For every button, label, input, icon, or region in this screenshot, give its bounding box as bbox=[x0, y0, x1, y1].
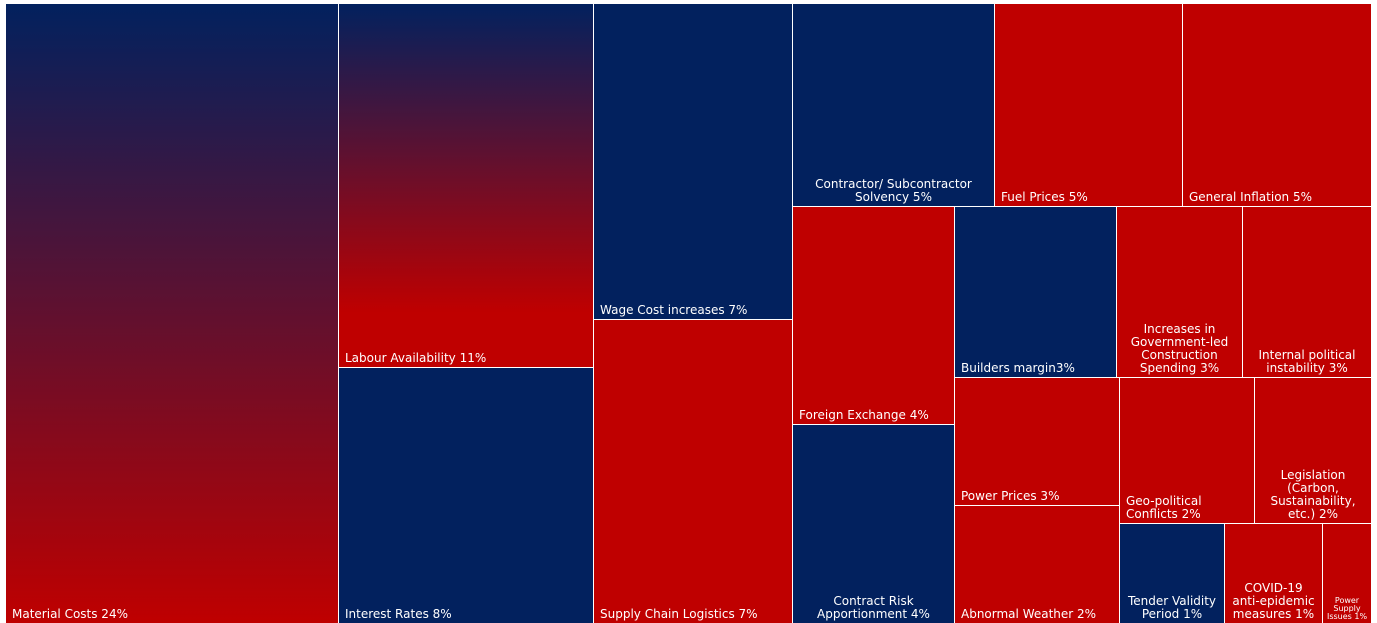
treemap-label-legislation: Legislation (Carbon, Sustainability, etc… bbox=[1255, 469, 1371, 521]
treemap-tile-supply-chain-logistics: Supply Chain Logistics 7% bbox=[594, 320, 792, 623]
treemap-tile-internal-political: Internal political instability 3% bbox=[1243, 207, 1371, 377]
treemap-label-tender-validity: Tender Validity Period 1% bbox=[1120, 595, 1224, 621]
treemap-label-power-supply: Power Supply Issues 1% bbox=[1323, 597, 1371, 621]
treemap-tile-legislation: Legislation (Carbon, Sustainability, etc… bbox=[1255, 378, 1371, 523]
treemap-tile-government-spending: Increases in Government-led Construction… bbox=[1117, 207, 1242, 377]
treemap-label-interest-rates: Interest Rates 8% bbox=[345, 608, 452, 621]
treemap-label-foreign-exchange: Foreign Exchange 4% bbox=[799, 409, 929, 422]
treemap-tile-covid-19: COVID-19 anti-epidemic measures 1% bbox=[1225, 524, 1322, 623]
treemap-label-fuel-prices: Fuel Prices 5% bbox=[1001, 191, 1088, 204]
treemap-tile-labour-availability: Labour Availability 11% bbox=[339, 4, 593, 367]
treemap-label-internal-political: Internal political instability 3% bbox=[1243, 349, 1371, 375]
treemap-tile-power-supply: Power Supply Issues 1% bbox=[1323, 524, 1371, 623]
treemap-tile-interest-rates: Interest Rates 8% bbox=[339, 368, 593, 623]
treemap-label-contract-risk: Contract Risk Apportionment 4% bbox=[793, 595, 954, 621]
treemap-label-abnormal-weather: Abnormal Weather 2% bbox=[961, 608, 1096, 621]
treemap-tile-builders-margin: Builders margin3% bbox=[955, 207, 1116, 377]
treemap-tile-material-costs: Material Costs 24% bbox=[6, 4, 338, 623]
treemap-tile-fuel-prices: Fuel Prices 5% bbox=[995, 4, 1182, 206]
treemap-tile-power-prices: Power Prices 3% bbox=[955, 378, 1119, 505]
treemap-label-builders-margin: Builders margin3% bbox=[961, 362, 1075, 375]
treemap-tile-contract-risk: Contract Risk Apportionment 4% bbox=[793, 425, 954, 623]
treemap-tile-foreign-exchange: Foreign Exchange 4% bbox=[793, 207, 954, 424]
treemap-label-government-spending: Increases in Government-led Construction… bbox=[1117, 323, 1242, 375]
treemap-label-material-costs: Material Costs 24% bbox=[12, 608, 128, 621]
treemap-tile-wage-cost-increases: Wage Cost increases 7% bbox=[594, 4, 792, 319]
treemap-label-supply-chain-logistics: Supply Chain Logistics 7% bbox=[600, 608, 758, 621]
treemap-label-labour-availability: Labour Availability 11% bbox=[345, 352, 486, 365]
treemap-tile-general-inflation: General Inflation 5% bbox=[1183, 4, 1371, 206]
treemap-label-general-inflation: General Inflation 5% bbox=[1189, 191, 1312, 204]
treemap-tile-geo-political: Geo-political Conflicts 2% bbox=[1120, 378, 1254, 523]
treemap-tile-contractor-solvency: Contractor/ Subcontractor Solvency 5% bbox=[793, 4, 994, 206]
treemap-label-power-prices: Power Prices 3% bbox=[961, 490, 1059, 503]
treemap-label-contractor-solvency: Contractor/ Subcontractor Solvency 5% bbox=[793, 178, 994, 204]
treemap-label-wage-cost-increases: Wage Cost increases 7% bbox=[600, 304, 747, 317]
treemap-tile-tender-validity: Tender Validity Period 1% bbox=[1120, 524, 1224, 623]
treemap-tile-abnormal-weather: Abnormal Weather 2% bbox=[955, 506, 1119, 623]
treemap-label-geo-political: Geo-political Conflicts 2% bbox=[1126, 495, 1202, 521]
treemap-label-covid-19: COVID-19 anti-epidemic measures 1% bbox=[1225, 582, 1322, 621]
